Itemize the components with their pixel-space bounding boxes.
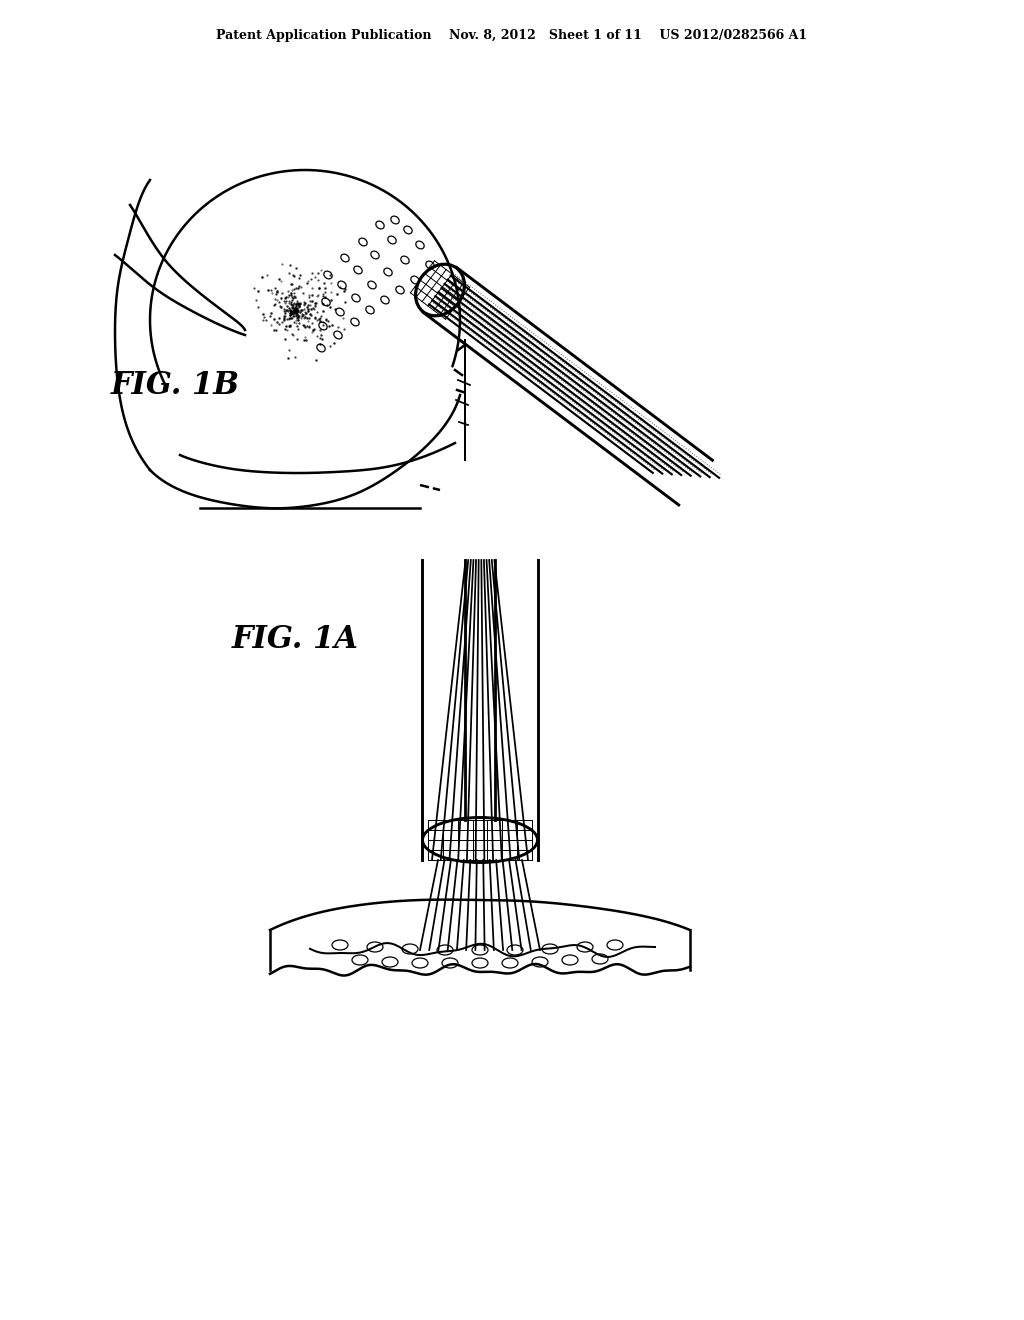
Text: Patent Application Publication    Nov. 8, 2012   Sheet 1 of 11    US 2012/028256: Patent Application Publication Nov. 8, 2…: [216, 29, 808, 41]
Text: FIG. 1B: FIG. 1B: [111, 370, 240, 400]
Text: FIG. 1A: FIG. 1A: [231, 624, 358, 656]
